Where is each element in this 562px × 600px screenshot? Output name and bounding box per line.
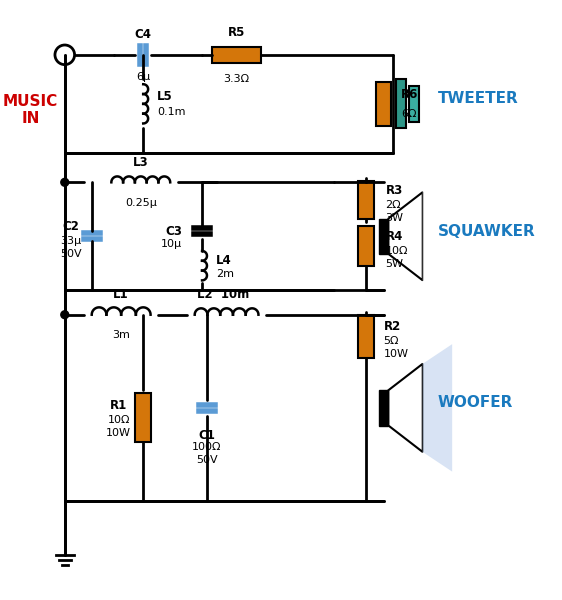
Text: R5: R5 xyxy=(228,26,245,39)
Text: 2Ω: 2Ω xyxy=(386,200,401,210)
Text: R6: R6 xyxy=(401,88,419,101)
FancyBboxPatch shape xyxy=(212,47,261,62)
Text: L5: L5 xyxy=(157,89,173,103)
Text: SQUAWKER: SQUAWKER xyxy=(437,224,535,239)
FancyBboxPatch shape xyxy=(358,226,374,266)
Text: 50V: 50V xyxy=(60,249,81,259)
Polygon shape xyxy=(388,192,423,280)
Text: 50V: 50V xyxy=(196,455,218,465)
Text: 100Ω: 100Ω xyxy=(192,442,222,452)
Text: L3: L3 xyxy=(133,155,148,169)
Text: R1: R1 xyxy=(110,400,128,412)
FancyBboxPatch shape xyxy=(135,393,151,442)
Circle shape xyxy=(61,178,69,186)
Polygon shape xyxy=(423,344,452,472)
FancyBboxPatch shape xyxy=(358,181,374,218)
Text: 10μ: 10μ xyxy=(161,239,183,249)
FancyBboxPatch shape xyxy=(358,315,374,358)
FancyBboxPatch shape xyxy=(379,218,388,254)
Text: 10W: 10W xyxy=(106,428,131,439)
Text: C1: C1 xyxy=(198,430,215,442)
Text: L4: L4 xyxy=(216,254,232,267)
Text: R2: R2 xyxy=(383,320,401,333)
Text: 0.1m: 0.1m xyxy=(157,107,185,116)
Text: 10Ω: 10Ω xyxy=(386,246,408,256)
Text: 6μ: 6μ xyxy=(136,73,150,82)
Text: L2  10m: L2 10m xyxy=(197,288,250,301)
Text: 33μ: 33μ xyxy=(60,236,81,246)
Text: 2m: 2m xyxy=(216,269,234,278)
Text: WOOFER: WOOFER xyxy=(437,395,513,410)
Text: 3W: 3W xyxy=(386,212,404,223)
Text: 0.25μ: 0.25μ xyxy=(125,198,157,208)
Text: 10Ω: 10Ω xyxy=(107,415,130,425)
Text: R3: R3 xyxy=(386,184,403,197)
Text: 3m: 3m xyxy=(112,331,130,340)
Text: R4: R4 xyxy=(386,230,403,243)
Text: C4: C4 xyxy=(135,28,152,41)
Text: 3.3Ω: 3.3Ω xyxy=(223,74,250,85)
Text: TWEETER: TWEETER xyxy=(437,91,518,106)
Text: MUSIC
IN: MUSIC IN xyxy=(3,94,58,127)
FancyBboxPatch shape xyxy=(375,82,391,126)
FancyBboxPatch shape xyxy=(379,390,388,425)
FancyBboxPatch shape xyxy=(409,86,419,122)
Polygon shape xyxy=(423,173,452,300)
Polygon shape xyxy=(388,364,423,452)
Text: C2: C2 xyxy=(62,220,79,233)
Text: L1: L1 xyxy=(114,288,129,301)
FancyBboxPatch shape xyxy=(396,79,406,128)
Text: 6Ω: 6Ω xyxy=(401,109,416,119)
Text: 5W: 5W xyxy=(386,259,404,269)
Text: 10W: 10W xyxy=(383,349,409,359)
Text: 5Ω: 5Ω xyxy=(383,336,399,346)
Circle shape xyxy=(61,311,69,319)
Text: C3: C3 xyxy=(166,225,183,238)
